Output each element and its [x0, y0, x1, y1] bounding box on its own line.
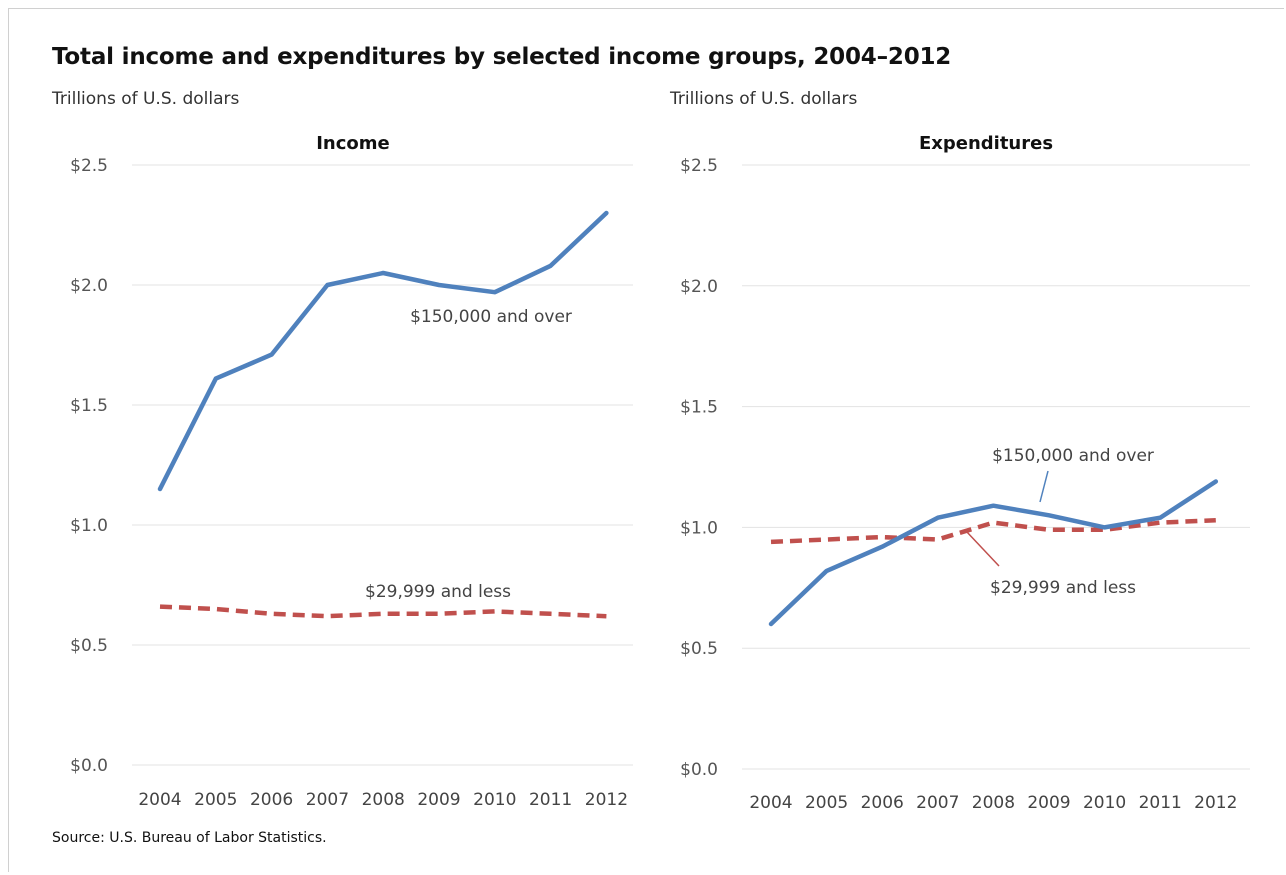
- expenditures-panel-title: Expenditures: [919, 133, 1053, 154]
- income-plot: $0.0 $0.5 $1.0 $1.5 $2.0 $2.5 2004 2005 2006 2007…: [70, 156, 633, 810]
- expenditures-x-tick-label: 2009: [1027, 793, 1070, 813]
- income-high-income-line: [157, 210, 609, 492]
- income-x-tick-label: 2009: [417, 790, 460, 810]
- expenditures-y-tick-label: $1.5: [680, 398, 718, 418]
- income-y-tick-label: $2.5: [70, 156, 108, 176]
- expenditures-high-series-label: $150,000 and over: [992, 446, 1154, 466]
- income-y-tick-label: $0.0: [70, 756, 108, 776]
- expenditures-y-tick-label: $2.5: [680, 156, 718, 176]
- expenditures-x-tick-label: 2006: [861, 793, 904, 813]
- income-x-tick-label: 2004: [138, 790, 181, 810]
- income-y-tick-label: $0.5: [70, 636, 108, 656]
- income-x-tick-label: 2006: [250, 790, 293, 810]
- income-low-series-label: $29,999 and less: [365, 582, 511, 602]
- expenditures-x-tick-label: 2008: [972, 793, 1015, 813]
- expenditures-low-income-line: [770, 517, 1216, 545]
- expenditures-plot: $0.0 $0.5 $1.0 $1.5 $2.0 $2.5 2004 2005 2006 2007…: [680, 156, 1250, 813]
- expenditures-x-tick-label: 2005: [805, 793, 848, 813]
- income-panel-title: Income: [316, 133, 390, 154]
- income-y-tick-label: $1.5: [70, 396, 108, 416]
- expenditures-low-leader-line: [965, 530, 1000, 567]
- expenditures-y-tick-label: $1.0: [680, 518, 718, 538]
- income-x-tick-label: 2012: [585, 790, 628, 810]
- expenditures-x-tick-label: 2011: [1139, 793, 1182, 813]
- expenditures-x-tick-label: 2012: [1194, 793, 1237, 813]
- expenditures-y-tick-label: $2.0: [680, 277, 718, 297]
- income-high-series-label: $150,000 and over: [410, 307, 572, 327]
- expenditures-y-tick-label: $0.5: [680, 639, 718, 659]
- expenditures-low-series-label: $29,999 and less: [990, 578, 1136, 598]
- income-x-tick-label: 2005: [194, 790, 237, 810]
- chart-frame: [8, 8, 1284, 872]
- expenditures-unit-label: Trillions of U.S. dollars: [669, 89, 857, 109]
- source-note: Source: U.S. Bureau of Labor Statistics.: [52, 830, 327, 846]
- income-x-tick-label: 2007: [306, 790, 349, 810]
- expenditures-x-tick-label: 2004: [749, 793, 792, 813]
- income-y-tick-label: $2.0: [70, 276, 108, 296]
- income-unit-label: Trillions of U.S. dollars: [51, 89, 239, 109]
- chart-title: Total income and expenditures by selecte…: [52, 44, 952, 70]
- expenditures-y-tick-label: $0.0: [680, 760, 718, 780]
- income-y-tick-label: $1.0: [70, 516, 108, 536]
- income-x-tick-label: 2011: [529, 790, 572, 810]
- expenditures-high-leader-line: [1039, 470, 1049, 503]
- income-low-income-line: [159, 604, 607, 619]
- expenditures-x-tick-label: 2007: [916, 793, 959, 813]
- expenditures-x-tick-label: 2010: [1083, 793, 1126, 813]
- expenditures-high-income-line: [768, 479, 1219, 627]
- income-x-tick-label: 2010: [473, 790, 516, 810]
- income-x-tick-label: 2008: [362, 790, 405, 810]
